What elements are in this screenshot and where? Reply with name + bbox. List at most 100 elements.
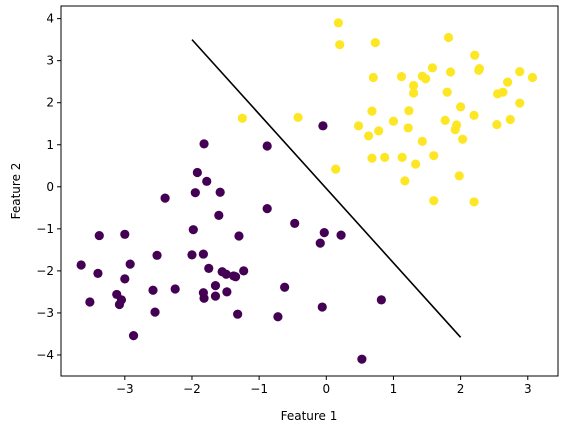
y-tick-label: 2 [46,96,54,110]
class-0-point-35 [148,285,158,295]
class-1-point-48 [237,113,247,123]
class-1-point-23 [505,114,515,125]
y-axis-ticks: −4 −3 −2 −1 0 1 2 3 4 [36,12,61,362]
class-0-point-9 [262,204,272,214]
class-0-point-12 [336,230,346,240]
class-1-point-34 [403,123,413,133]
class-1-point-30 [388,116,399,126]
class-0-point-6 [262,141,272,151]
class-1-point-38 [429,151,439,161]
class-0-point-4 [215,187,225,197]
class-1-point-33 [364,131,374,141]
class-0-point-15 [234,231,244,241]
class-0-point-47 [317,302,327,312]
class-0-point-7 [318,121,328,131]
class-0-point-8 [214,210,224,220]
class-0-point-24 [204,263,214,273]
class-0-point-46 [280,282,290,292]
class-0-point-2 [202,176,212,186]
class-1-point-16 [409,80,419,91]
class-1-point-31 [367,106,377,116]
class-1-point-29 [450,125,460,135]
class-1-point-13 [427,63,438,73]
class-1-point-0 [333,18,343,28]
plot-area-frame [60,5,559,377]
x-tick-label: 0 [322,382,330,396]
y-tick-label: −4 [36,348,54,362]
class-0-point-10 [290,218,300,228]
class-0-point-3 [190,188,200,198]
class-1-point-8 [527,72,538,83]
y-tick-label: 4 [46,12,54,26]
class-0-point-49 [357,354,367,364]
class-1-point-25 [515,98,525,108]
class-0-point-23 [125,259,135,269]
class-0-point-33 [114,299,125,310]
x-tick-label: −2 [183,382,201,396]
class-0-point-29 [231,272,241,282]
class-0-point-11 [319,228,329,238]
class-1-point-24 [492,119,502,130]
class-0-point-34 [85,297,95,307]
decision-boundary-layer [191,39,462,338]
class-1-point-42 [411,159,421,169]
class-0-point-39 [210,281,221,291]
y-axis-label: Feature 2 [9,163,23,220]
class-0-point-43 [233,309,243,319]
class-1-point-7 [515,66,525,77]
class-1-point-15 [421,74,431,84]
x-tick-label: 2 [457,382,465,396]
class-1-point-18 [396,72,407,82]
class-1-point-45 [400,176,410,186]
class-1-point-32 [374,126,384,136]
class-0-point-22 [93,268,103,279]
class-1-point-49 [293,112,303,123]
class-1-point-41 [367,153,377,163]
class-1-point-1 [443,32,454,43]
x-tick-label: 1 [390,382,398,396]
class-1-point-26 [404,106,414,116]
y-tick-label: 1 [46,138,54,152]
y-tick-label: 0 [46,180,54,194]
class-1-point-37 [458,134,468,144]
class-0-point-16 [94,230,104,241]
scatter-points-layer [76,18,538,364]
class-1-point-47 [469,197,479,207]
x-axis-label: Feature 1 [281,409,338,423]
class-1-point-12 [445,67,456,77]
x-axis-ticks: −3 −2 −1 0 1 2 3 [116,376,532,396]
class-0-point-19 [187,250,197,260]
class-0-point-28 [239,266,249,276]
class-0-point-38 [222,287,232,297]
y-tick-label: −2 [36,264,54,278]
class-0-point-18 [152,250,162,260]
class-0-point-41 [210,291,221,301]
class-1-point-36 [417,136,427,146]
class-1-point-44 [454,171,464,181]
x-tick-label: −1 [250,382,268,396]
class-1-point-43 [331,164,341,174]
class-0-point-26 [221,269,231,279]
class-1-point-22 [469,110,479,120]
y-tick-label: −3 [36,306,54,320]
class-0-point-1 [192,167,202,178]
class-1-point-20 [442,87,452,97]
class-0-point-45 [128,331,139,341]
class-0-point-42 [150,307,160,317]
class-0-point-36 [170,284,180,294]
y-tick-label: 3 [46,54,54,68]
class-1-point-35 [353,121,364,131]
class-1-point-2 [335,40,345,50]
class-1-point-3 [370,37,380,48]
class-1-point-17 [409,88,419,98]
class-0-point-21 [76,260,86,270]
class-1-point-19 [368,72,378,83]
class-0-point-30 [120,274,130,284]
class-0-point-5 [160,193,170,203]
class-1-point-27 [440,115,450,125]
class-1-point-40 [380,152,390,162]
class-1-point-6 [474,64,485,74]
class-1-point-4 [470,50,480,60]
